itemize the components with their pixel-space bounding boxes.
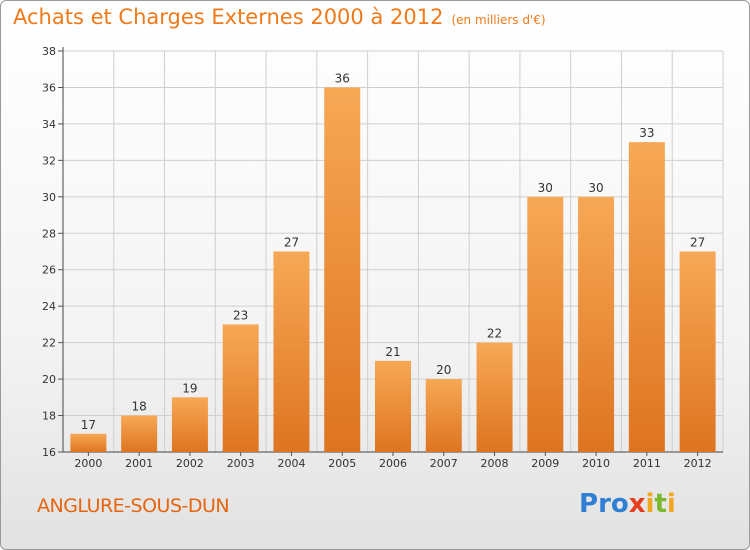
bar <box>527 196 564 452</box>
x-tick-label: 2003 <box>227 457 255 470</box>
bar-value-label: 18 <box>132 400 147 414</box>
bar <box>476 342 513 452</box>
y-tick-label: 28 <box>42 227 56 240</box>
chart-unit-label: (en milliers d'€) <box>451 13 546 27</box>
bar <box>273 251 310 452</box>
bar <box>679 251 716 452</box>
logo-letter: x <box>628 489 646 519</box>
x-tick-label: 2006 <box>379 457 407 470</box>
bar-value-label: 22 <box>487 327 502 341</box>
bar <box>222 324 259 452</box>
x-tick-label: 2001 <box>125 457 153 470</box>
y-tick-label: 34 <box>42 118 56 131</box>
bar-value-label: 21 <box>385 345 400 359</box>
bar-value-label: 19 <box>182 381 197 395</box>
bar-value-label: 30 <box>538 181 553 195</box>
logo-letter: P <box>579 489 599 519</box>
logo-letter: r <box>598 489 611 519</box>
x-tick-label: 2011 <box>633 457 661 470</box>
logo-letter: o <box>610 489 629 519</box>
bar-value-label: 33 <box>639 126 654 140</box>
bar <box>425 379 462 452</box>
y-tick-label: 32 <box>42 154 56 167</box>
bar-value-label: 23 <box>233 308 248 322</box>
logo-letter: i <box>666 489 676 519</box>
y-tick-label: 38 <box>42 45 56 58</box>
bar <box>121 415 158 452</box>
chart-title: Achats et Charges Externes 2000 à 2012 (e… <box>13 5 546 29</box>
bar-value-label: 17 <box>81 418 96 432</box>
y-tick-label: 30 <box>42 191 56 204</box>
x-tick-label: 2005 <box>328 457 356 470</box>
x-tick-label: 2000 <box>74 457 102 470</box>
labels: 16 18 20 22 24 26 28 30 32 34 36 38 17 2000 18 2001 19 20… <box>42 45 712 470</box>
bar <box>578 196 615 452</box>
y-tick-label: 16 <box>42 446 56 459</box>
x-tick-label: 2012 <box>684 457 712 470</box>
chart-title-text: Achats et Charges Externes 2000 à 2012 <box>13 5 444 29</box>
bar-value-label: 36 <box>335 71 350 85</box>
y-tick-label: 20 <box>42 373 56 386</box>
y-tick-label: 22 <box>42 337 56 350</box>
logo-letter: t <box>654 489 667 519</box>
x-tick-label: 2010 <box>582 457 610 470</box>
bar-value-label: 27 <box>284 236 299 250</box>
y-tick-label: 26 <box>42 264 56 277</box>
proxiti-logo[interactable]: Proxiti <box>579 489 676 519</box>
bar <box>628 142 665 453</box>
y-tick-label: 24 <box>42 300 56 313</box>
x-tick-label: 2009 <box>531 457 559 470</box>
commune-name: ANGLURE-SOUS-DUN <box>37 495 230 517</box>
bar-value-label: 27 <box>690 236 705 250</box>
bar-value-label: 30 <box>588 181 603 195</box>
y-tick-label: 36 <box>42 81 56 94</box>
x-tick-label: 2002 <box>176 457 204 470</box>
bar <box>324 87 361 453</box>
x-tick-label: 2004 <box>277 457 305 470</box>
bar <box>375 360 411 452</box>
bar <box>171 397 208 452</box>
x-tick-label: 2008 <box>481 457 509 470</box>
x-tick-label: 2007 <box>430 457 458 470</box>
logo-letter: i <box>645 489 655 519</box>
y-tick-label: 18 <box>42 410 56 423</box>
bars <box>70 87 716 453</box>
bar-value-label: 20 <box>436 363 451 377</box>
bar <box>70 433 107 452</box>
